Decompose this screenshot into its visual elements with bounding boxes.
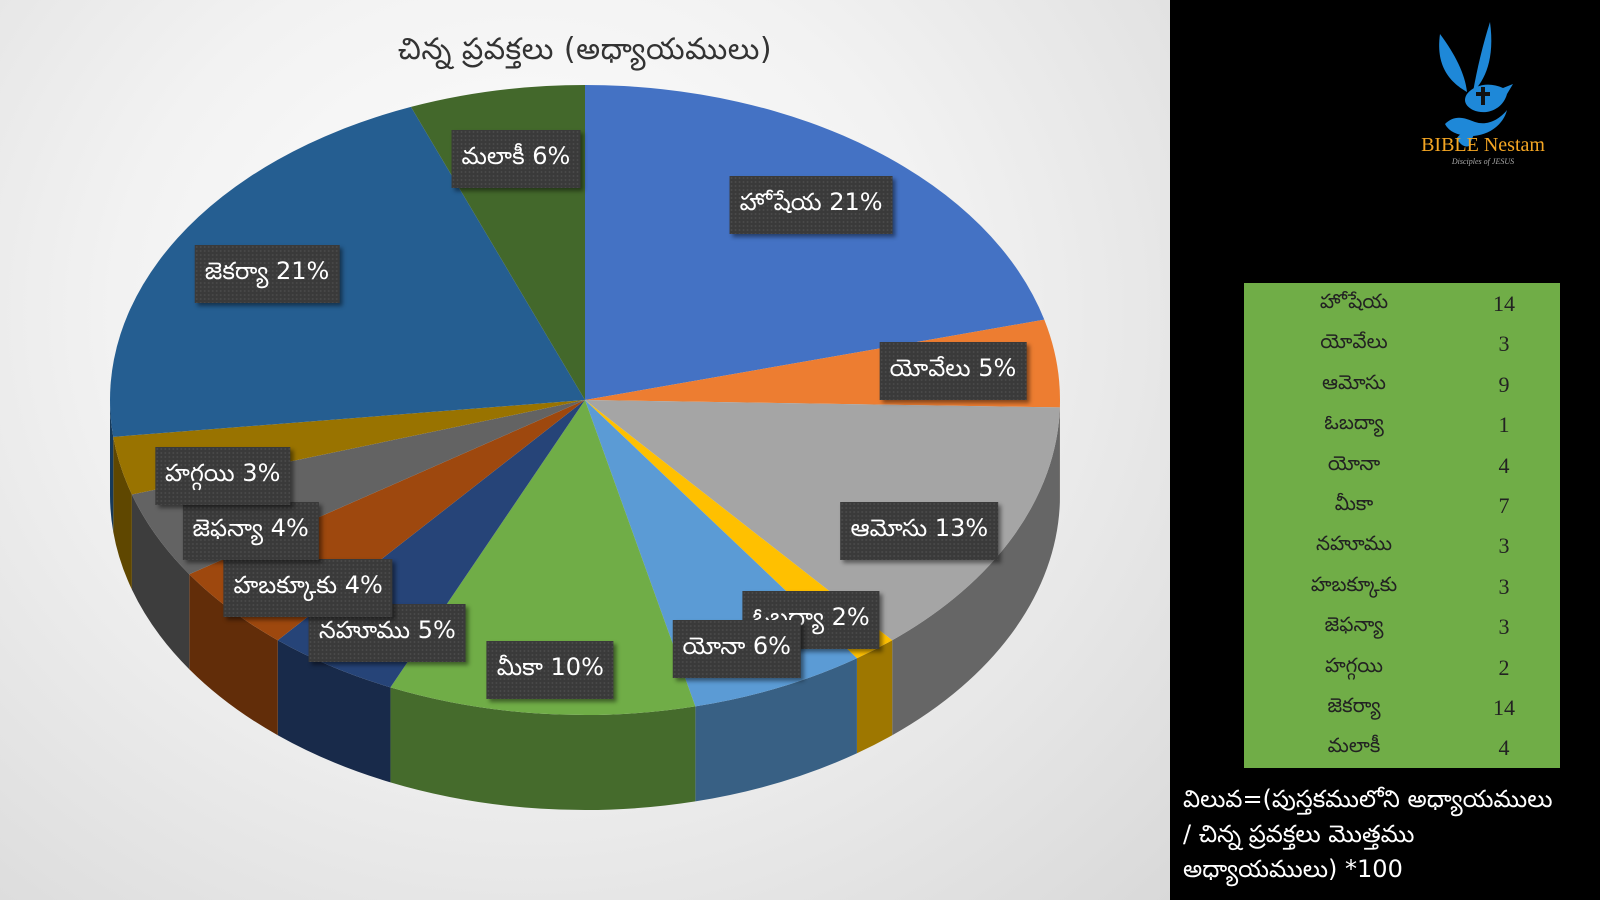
table-cell-value: 3	[1498, 573, 1510, 599]
pie-side-2	[892, 407, 1060, 736]
table-cell-name: హబక్కూకు	[1310, 571, 1398, 596]
data-label-10: జెకర్యా 21%	[194, 244, 340, 303]
table-cell-value: 7	[1498, 493, 1510, 518]
table-row: హగ్గయి 2	[1244, 647, 1560, 687]
formula-line-3: అధ్యాయములు) *100	[1183, 855, 1403, 883]
data-label-8: జెఫన్యా 4%	[182, 501, 319, 560]
pie-slice-5	[390, 400, 696, 716]
table-row: హబక్కూకు 3	[1244, 566, 1560, 606]
table-cell-name: జెఫన్యా	[1324, 612, 1384, 637]
data-label-0: హోషేయ 21%	[729, 176, 893, 235]
pie-side-8	[131, 494, 190, 670]
data-label-4: యోనా 6%	[672, 620, 801, 679]
formula-text: విలువ=(పుస్తకములోని అధ్యాయములు / చిన్న ప…	[1183, 782, 1593, 887]
formula-line-1: విలువ=(పుస్తకములోని అధ్యాయములు	[1183, 785, 1553, 813]
table-cell-value: 14	[1493, 695, 1515, 720]
table-row: జెఫన్యా 3	[1244, 606, 1560, 646]
data-label-5: మీకా 10%	[486, 640, 614, 699]
logo-tagline: Disciples of JESUS	[1451, 157, 1515, 166]
table-cell-value: 2	[1498, 654, 1510, 680]
table-cell-value: 3	[1498, 614, 1510, 640]
table-row: యోనా 4	[1244, 445, 1560, 485]
pie-side-4	[695, 658, 857, 802]
table-cell-name: యోవేలు	[1320, 329, 1388, 354]
table-row: హోషేయ 14	[1244, 283, 1560, 323]
table-row: మీకా 7	[1244, 485, 1560, 525]
table-row: యోవేలు 3	[1244, 323, 1560, 363]
values-table: హోషేయ 14 యోవేలు 3 ఆమోసు 9 ఓబద్యా 1 యోనా 4 మీకా 7 నహూ…	[1244, 283, 1560, 768]
pie-side-9	[113, 436, 132, 590]
chart-panel: చిన్న ప్రవక్తలు (అధ్యాయములు) హోషేయ 21% యో…	[0, 0, 1170, 900]
table-cell-name: మీకా	[1334, 491, 1374, 515]
table-cell-value: 4	[1498, 452, 1510, 478]
table-row: జెకర్యా 14	[1244, 687, 1560, 727]
data-label-7: హబక్కూకు 4%	[223, 559, 393, 618]
data-label-11: మలాకీ 6%	[451, 129, 581, 188]
table-row: నహూము 3	[1244, 525, 1560, 565]
pie-side-10	[110, 400, 114, 532]
table-cell-value: 3	[1498, 331, 1510, 357]
table-cell-value: 4	[1498, 735, 1510, 761]
table-cell-name: నహూము	[1316, 531, 1392, 556]
pie-side-3	[856, 640, 893, 754]
table-cell-value: 1	[1498, 412, 1510, 438]
table-cell-name: మలాకీ	[1327, 733, 1381, 758]
chart-title: చిన్న ప్రవక్తలు (అధ్యాయములు)	[397, 32, 773, 67]
table-cell-name: ఓబద్యా	[1324, 410, 1384, 435]
data-label-1: యోవేలు 5%	[879, 342, 1027, 401]
logo-text: BIBLE Nestam	[1421, 134, 1545, 156]
table-cell-name: ఆమోసు	[1322, 369, 1386, 394]
pie-slice-10	[109, 106, 586, 437]
pie-slice-2	[585, 400, 1060, 641]
pie-side-6	[277, 640, 391, 783]
data-label-9: హగ్గయి 3%	[155, 447, 291, 506]
table-cell-name: యోనా	[1327, 450, 1381, 475]
table-cell-name: హగ్గయి	[1324, 652, 1384, 677]
formula-line-2: / చిన్న ప్రవక్తలు మొత్తము	[1183, 820, 1415, 848]
table-row: ఓబద్యా 1	[1244, 404, 1560, 444]
table-row: ఆమోసు 9	[1244, 364, 1560, 404]
table-cell-value: 3	[1498, 533, 1510, 559]
bible-nestam-logo-icon	[1439, 22, 1513, 147]
table-row: మలాకీ 4	[1244, 727, 1560, 767]
table-cell-value: 14	[1493, 291, 1515, 316]
pie-side-5	[390, 687, 696, 810]
table-cell-name: జెకర్యా	[1327, 693, 1381, 717]
pie-slice-0	[585, 85, 1045, 400]
pie-sides	[110, 400, 1060, 810]
table-cell-value: 9	[1498, 371, 1510, 397]
data-label-2: ఆమోసు 13%	[840, 501, 999, 560]
table-cell-name: హోషేయ	[1319, 289, 1389, 313]
pie-side-7	[189, 574, 278, 736]
